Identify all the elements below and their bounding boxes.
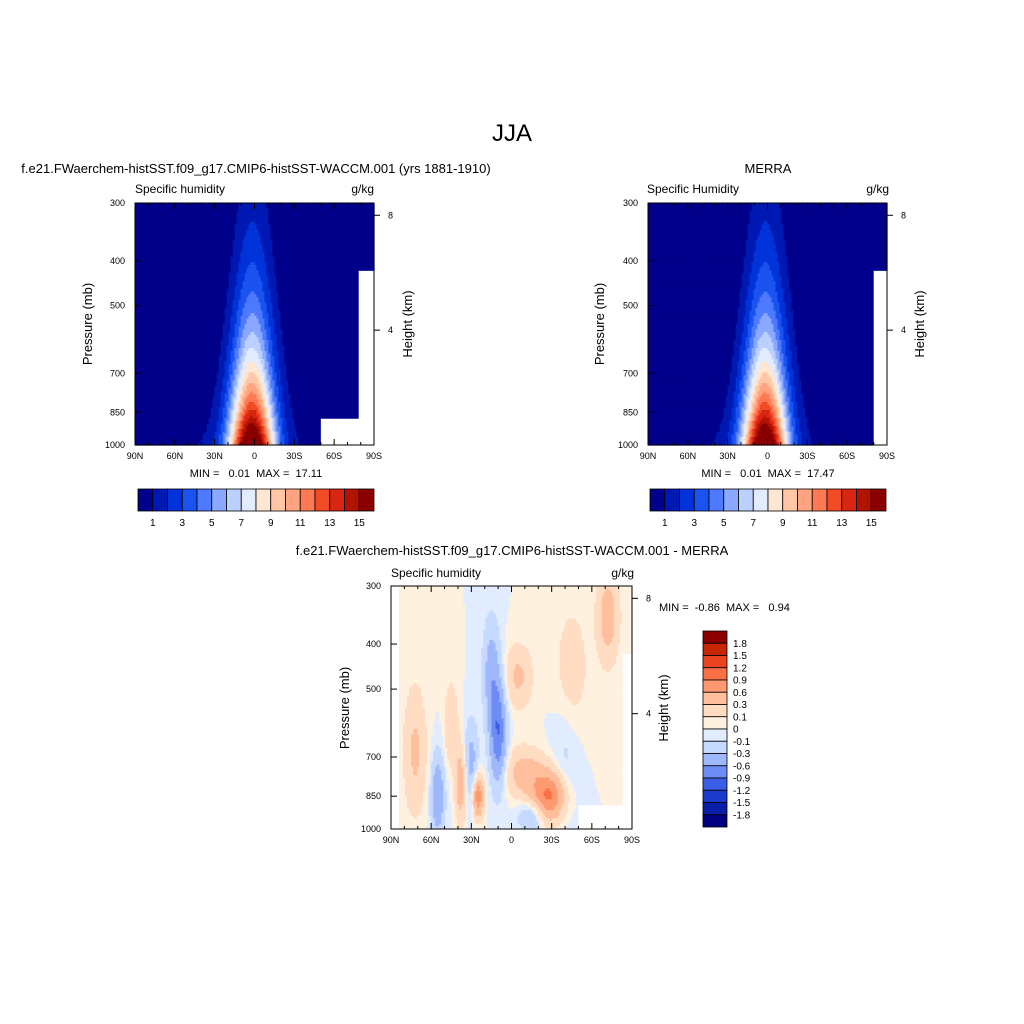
panel-model-var-label: Specific humidity [135,182,225,196]
panel-model-title: f.e21.FWaerchem-histSST.f09_g17.CMIP6-hi… [21,161,490,176]
panel-model-units: g/kg [351,182,374,196]
panel-model: f.e21.FWaerchem-histSST.f09_g17.CMIP6-hi… [21,161,490,529]
figure-title: JJA [492,120,532,147]
